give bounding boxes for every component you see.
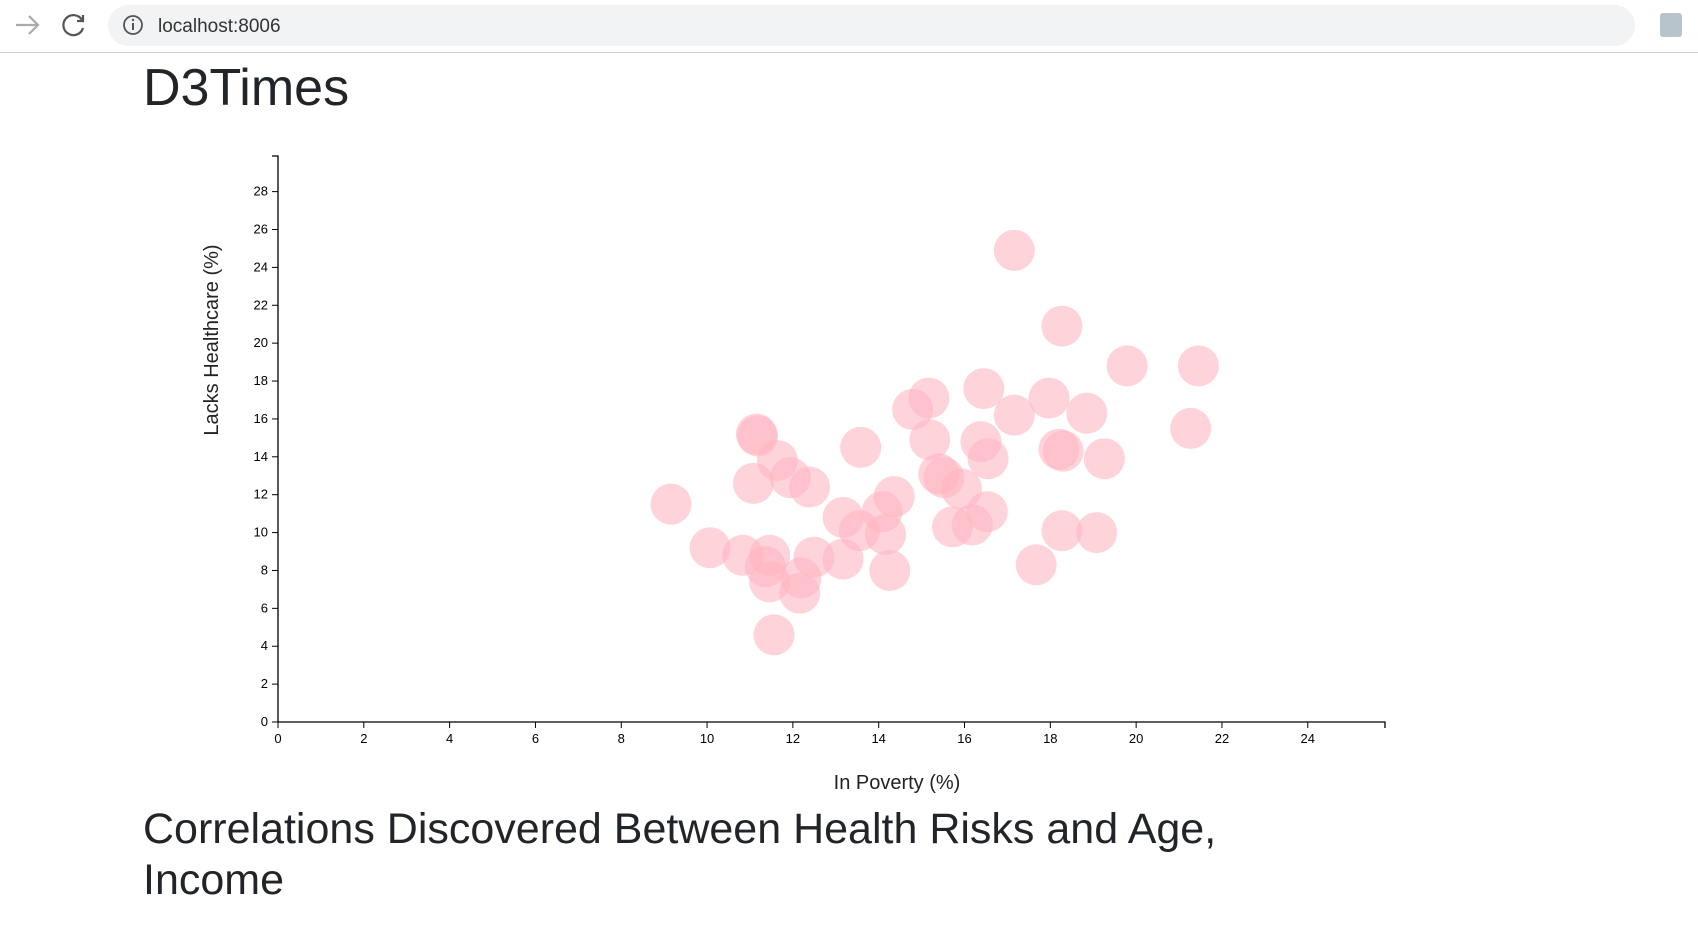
y-tick-label: 14 xyxy=(254,449,268,464)
reload-button[interactable] xyxy=(62,14,85,37)
data-point xyxy=(963,368,1005,410)
scatter-chart: Lacks Healthcare (%) In Poverty (%) 0246… xyxy=(201,155,1386,794)
data-point xyxy=(840,426,882,468)
data-point xyxy=(1042,430,1084,472)
data-point xyxy=(1170,407,1212,449)
data-point xyxy=(650,483,692,525)
data-point xyxy=(892,388,934,430)
y-tick-label: 10 xyxy=(254,525,268,540)
data-point xyxy=(1066,392,1108,434)
data-point xyxy=(822,538,864,580)
data-point xyxy=(1076,512,1118,554)
section-heading: Correlations Discovered Between Health R… xyxy=(143,805,1217,904)
x-tick-label: 18 xyxy=(1043,731,1057,746)
data-point xyxy=(1041,510,1083,552)
data-point xyxy=(993,394,1035,436)
data-point xyxy=(1177,345,1219,387)
y-tick-label: 2 xyxy=(261,676,268,691)
x-tick-label: 24 xyxy=(1301,731,1315,746)
y-tick-label: 6 xyxy=(261,600,268,615)
y-tick-label: 18 xyxy=(254,373,268,388)
data-point xyxy=(779,572,821,614)
y-tick-label: 16 xyxy=(254,411,268,426)
y-axis-line xyxy=(272,155,279,722)
browser-toolbar: localhost:8006 xyxy=(0,0,1698,53)
url-text: localhost:8006 xyxy=(158,16,281,37)
y-tick-label: 4 xyxy=(261,638,268,653)
data-point xyxy=(1028,377,1070,419)
data-point xyxy=(753,614,795,656)
x-tick-label: 4 xyxy=(446,731,453,746)
x-tick-label: 8 xyxy=(618,731,625,746)
data-point xyxy=(1083,438,1125,480)
x-tick-label: 0 xyxy=(274,731,281,746)
y-tick-label: 8 xyxy=(261,562,268,577)
x-tick-label: 22 xyxy=(1215,731,1229,746)
x-tick-label: 10 xyxy=(700,731,714,746)
data-point xyxy=(732,462,774,504)
x-tick-label: 16 xyxy=(957,731,971,746)
page-title: D3Times xyxy=(143,59,350,117)
x-axis-label: In Poverty (%) xyxy=(834,772,961,794)
y-tick-label: 0 xyxy=(261,714,268,729)
data-point xyxy=(1041,305,1083,347)
info-icon xyxy=(123,15,143,35)
y-axis-label: Lacks Healthcare (%) xyxy=(201,244,223,435)
data-point xyxy=(689,527,731,569)
x-tick-label: 2 xyxy=(360,731,367,746)
extension-icon[interactable] xyxy=(1660,13,1682,37)
x-axis-line xyxy=(278,721,1386,728)
data-point xyxy=(909,419,951,461)
y-tick-label: 20 xyxy=(254,335,268,350)
y-tick-label: 28 xyxy=(254,184,268,199)
data-point xyxy=(1106,345,1148,387)
y-tick-label: 12 xyxy=(254,487,268,502)
y-tick-label: 24 xyxy=(254,259,268,274)
y-tick-label: 26 xyxy=(254,221,268,236)
data-point xyxy=(993,229,1035,271)
address-bar[interactable]: localhost:8006 xyxy=(108,5,1635,46)
forward-button[interactable] xyxy=(16,15,40,35)
x-tick-label: 12 xyxy=(786,731,800,746)
data-point xyxy=(865,513,907,555)
data-point xyxy=(951,504,993,546)
data-point xyxy=(967,438,1009,480)
x-tick-label: 20 xyxy=(1129,731,1143,746)
data-point xyxy=(789,466,831,508)
x-tick-label: 6 xyxy=(532,731,539,746)
data-point xyxy=(869,549,911,591)
x-tick-label: 14 xyxy=(871,731,885,746)
data-point xyxy=(1015,544,1057,586)
y-tick-label: 22 xyxy=(254,297,268,312)
